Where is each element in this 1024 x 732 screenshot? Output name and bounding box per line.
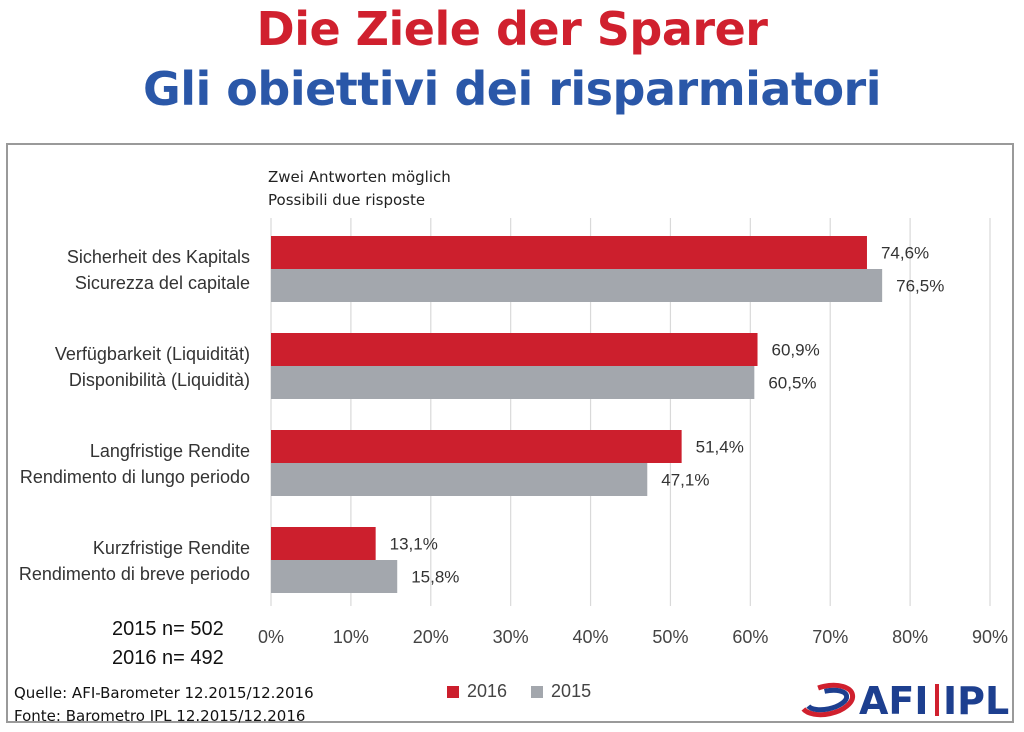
data-label: 13,1% — [390, 535, 438, 554]
x-tick-label: 60% — [732, 627, 768, 647]
data-label: 76,5% — [896, 277, 944, 296]
logo-swoosh-blue — [804, 687, 850, 713]
bar — [271, 366, 755, 399]
x-tick-label: 30% — [493, 627, 529, 647]
sample-size-2016: 2016 n= 492 — [112, 647, 224, 669]
logo-text-ipl: IPL — [943, 679, 1009, 722]
title-italian: Gli obiettivi dei risparmiatori — [143, 62, 882, 116]
data-label: 60,5% — [768, 374, 816, 393]
x-tick-label: 40% — [573, 627, 609, 647]
legend-swatch-2016 — [447, 685, 459, 698]
x-tick-label: 50% — [652, 627, 688, 647]
title-german: Die Ziele der Sparer — [256, 2, 768, 56]
category-label: Sicurezza del capitale — [75, 273, 250, 293]
logo-divider — [935, 684, 939, 716]
note-german: Zwei Antworten möglich — [268, 168, 451, 186]
bar — [271, 527, 376, 560]
category-label: Verfügbarkeit (Liquidität) — [55, 344, 250, 364]
data-label: 15,8% — [411, 568, 459, 587]
category-label: Sicherheit des Kapitals — [67, 247, 250, 267]
note-italian: Possibili due risposte — [268, 191, 426, 209]
x-tick-label: 70% — [812, 627, 848, 647]
bar — [271, 560, 398, 593]
category-label: Kurzfristige Rendite — [93, 538, 250, 558]
legend: 2016 2015 — [447, 681, 615, 702]
category-label: Rendimento di breve periodo — [19, 564, 250, 584]
legend-item-2015: 2015 — [531, 681, 591, 702]
category-label: Disponibilità (Liquidità) — [69, 370, 250, 390]
afi-ipl-logo: AFI IPL — [798, 679, 1009, 722]
legend-label-2016: 2016 — [467, 681, 508, 701]
logo-swoosh-red — [798, 682, 856, 718]
data-label: 60,9% — [772, 341, 820, 360]
category-label: Rendimento di lungo periodo — [20, 467, 250, 487]
data-label: 74,6% — [881, 244, 929, 263]
legend-label-2015: 2015 — [551, 681, 592, 701]
x-tick-label: 0% — [258, 627, 284, 647]
data-label: 51,4% — [696, 438, 744, 457]
legend-swatch-2015 — [531, 685, 544, 698]
x-tick-label: 80% — [892, 627, 928, 647]
bar — [271, 236, 867, 269]
category-label: Langfristige Rendite — [90, 441, 250, 461]
source-italian: Fonte: Barometro IPL 12.2015/12.2016 — [14, 707, 306, 725]
bar — [271, 333, 758, 366]
legend-item-2016: 2016 — [447, 681, 507, 702]
logo-text-afi: AFI — [859, 679, 929, 722]
x-tick-label: 10% — [333, 627, 369, 647]
data-label: 47,1% — [661, 471, 709, 490]
bar — [271, 269, 883, 302]
x-tick-label: 90% — [972, 627, 1008, 647]
source-german: Quelle: AFI-Barometer 12.2015/12.2016 — [14, 684, 314, 702]
bar — [271, 430, 682, 463]
bar — [271, 463, 648, 496]
sample-size-2015: 2015 n= 502 — [112, 618, 224, 640]
x-tick-label: 20% — [413, 627, 449, 647]
